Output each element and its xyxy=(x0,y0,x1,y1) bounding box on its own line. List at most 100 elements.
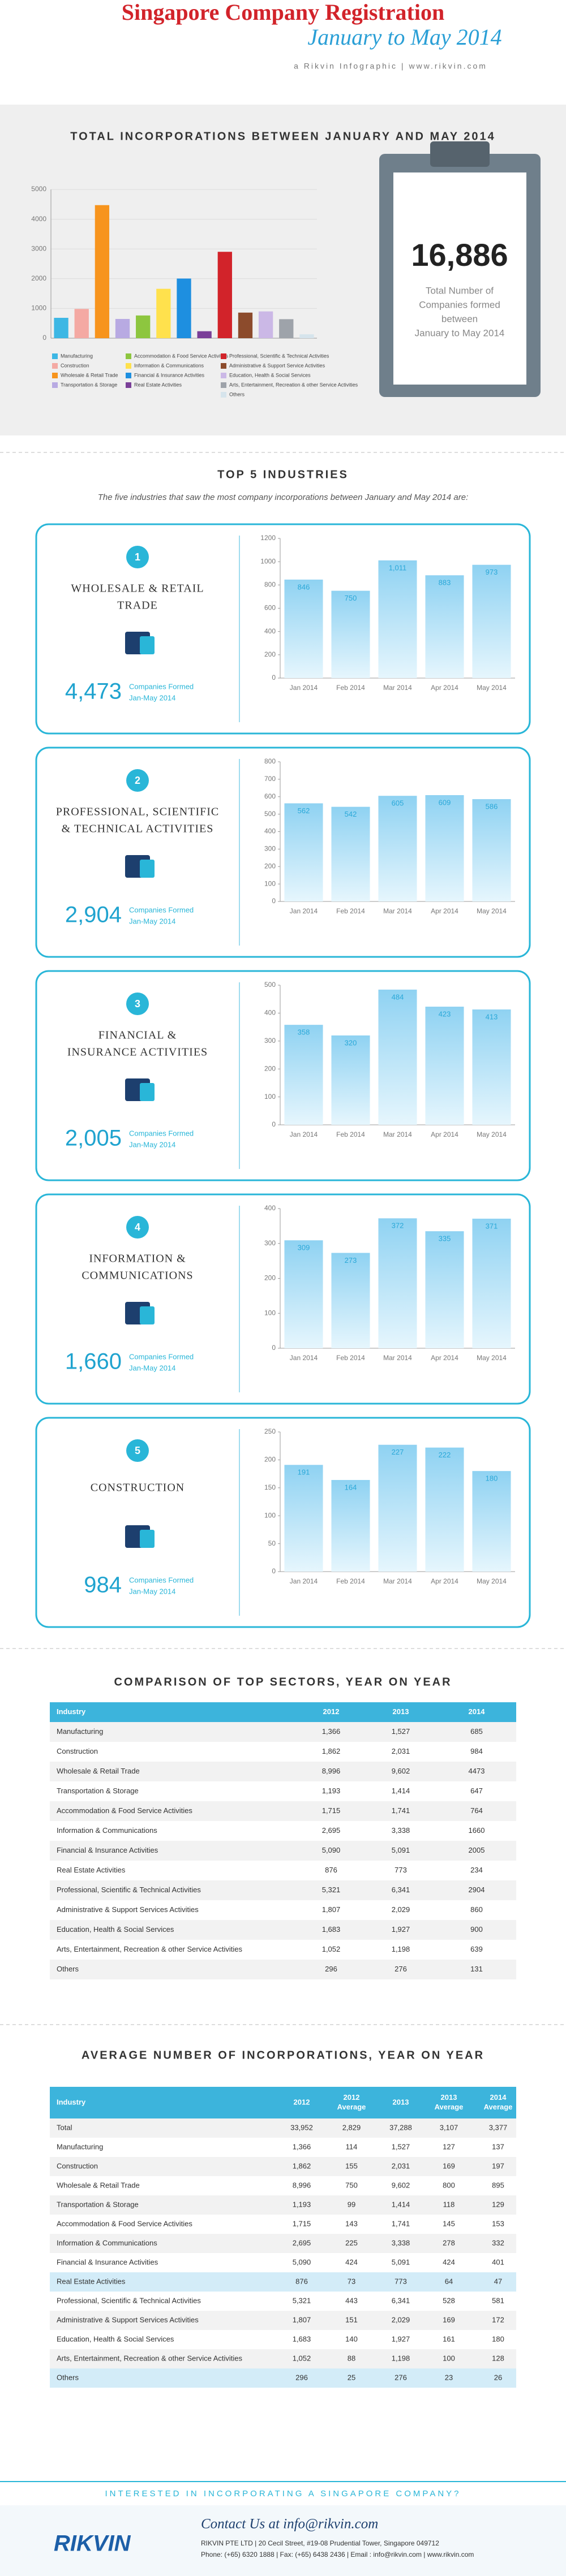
bar xyxy=(284,1465,323,1572)
legend-swatch xyxy=(52,363,58,369)
y-tick-label: 50 xyxy=(268,1539,276,1547)
table-cell: Others xyxy=(57,1965,79,1973)
industry-name: TRADE xyxy=(117,599,158,612)
y-tick-label: 100 xyxy=(264,1093,276,1101)
column-header: 2014 xyxy=(469,1707,486,1716)
table-cell: Manufacturing xyxy=(57,1727,103,1736)
y-tick-label: 200 xyxy=(264,1456,276,1464)
page-subtitle: January to May 2014 xyxy=(307,24,501,50)
total-caption: Jan-May 2014 xyxy=(129,917,175,925)
table-cell: Total xyxy=(57,2123,72,2131)
value-label: 562 xyxy=(298,806,310,815)
x-tick-label: May 2014 xyxy=(477,1354,507,1362)
x-tick-label: Jan 2014 xyxy=(290,684,318,692)
table-cell: 197 xyxy=(492,2161,504,2170)
table-cell: 153 xyxy=(492,2219,504,2228)
industry-name: INSURANCE ACTIVITIES xyxy=(67,1046,208,1059)
legend-swatch xyxy=(52,373,58,378)
y-tick-label: 1000 xyxy=(260,557,276,565)
table-cell: 137 xyxy=(492,2142,504,2151)
column-header: Average xyxy=(435,2103,464,2111)
bar xyxy=(156,288,171,338)
bar xyxy=(54,317,68,338)
column-header: 2012 xyxy=(344,2093,360,2102)
page-title: Singapore Company Registration xyxy=(122,0,444,25)
table-cell: 424 xyxy=(443,2258,455,2266)
table-row xyxy=(50,2118,516,2138)
total-caption: Jan-May 2014 xyxy=(129,693,175,702)
industry-total: 2,005 xyxy=(65,1126,122,1151)
x-tick-label: Apr 2014 xyxy=(431,684,458,692)
value-label: 1,011 xyxy=(389,563,407,572)
column-header: 2013 xyxy=(441,2093,457,2102)
value-label: 846 xyxy=(298,582,310,591)
table-cell: 114 xyxy=(346,2142,358,2151)
table-cell: 276 xyxy=(395,1965,407,1973)
table-cell: 5,090 xyxy=(322,1846,341,1854)
industry-name: WHOLESALE & RETAIL xyxy=(71,582,204,595)
table-cell: 1,807 xyxy=(322,1905,341,1914)
table-row xyxy=(50,2292,516,2311)
y-tick-label: 100 xyxy=(264,1511,276,1519)
table-cell: Transportation & Storage xyxy=(57,1787,139,1795)
summary-text: between xyxy=(441,313,478,324)
y-tick-label: 200 xyxy=(264,1064,276,1072)
bar xyxy=(331,806,370,901)
bar xyxy=(472,1218,511,1348)
bar xyxy=(217,252,232,338)
bar xyxy=(284,803,323,901)
table-cell: 5,091 xyxy=(392,2258,410,2266)
table-cell: 4473 xyxy=(469,1767,485,1775)
y-tick-label: 0 xyxy=(272,1567,276,1575)
legend-label: Wholesale & Retail Trade xyxy=(61,372,118,378)
table-row xyxy=(50,2253,516,2272)
y-tick-label: 400 xyxy=(264,627,276,635)
table-cell: 180 xyxy=(492,2335,504,2343)
total-caption: Companies Formed xyxy=(129,1129,194,1137)
table-cell: 773 xyxy=(395,2277,407,2285)
value-label: 605 xyxy=(392,799,404,808)
table-cell: 401 xyxy=(492,2258,504,2266)
table-cell: 2,695 xyxy=(322,1826,341,1835)
table-cell: 1,741 xyxy=(392,2219,410,2228)
table-cell: 276 xyxy=(395,2373,407,2381)
column-header: Average xyxy=(337,2103,366,2111)
table-row xyxy=(50,2234,516,2253)
industry-icon xyxy=(125,1302,155,1324)
logo: RIKVIN xyxy=(54,2531,131,2556)
legend-swatch xyxy=(126,353,131,359)
bar xyxy=(378,1218,417,1348)
legend-label: Professional, Scientific & Technical Act… xyxy=(229,353,329,359)
x-tick-label: Mar 2014 xyxy=(383,1130,412,1138)
bar xyxy=(425,1007,464,1125)
value-label: 273 xyxy=(345,1256,357,1265)
bar xyxy=(136,315,151,338)
x-tick-label: Feb 2014 xyxy=(336,1577,365,1585)
table-cell: 647 xyxy=(470,1787,483,1795)
legend-swatch xyxy=(221,373,226,378)
legend-label: Construction xyxy=(61,363,89,368)
legend-label: Information & Communications xyxy=(134,363,204,368)
value-label: 180 xyxy=(486,1474,498,1483)
y-tick-label: 0 xyxy=(272,897,276,905)
table-cell: 1,193 xyxy=(322,1787,341,1795)
industry-name: CONSTRUCTION xyxy=(91,1482,185,1494)
legend-label: Education, Health & Social Services xyxy=(229,372,311,378)
x-tick-label: Jan 2014 xyxy=(290,1577,318,1585)
table-row xyxy=(50,1781,516,1801)
table-row xyxy=(50,1722,516,1742)
value-label: 309 xyxy=(298,1244,310,1252)
bar xyxy=(177,278,191,338)
y-tick-label: 300 xyxy=(264,845,276,853)
table-row xyxy=(50,1900,516,1920)
table-cell: 1,198 xyxy=(392,2354,410,2362)
legend-swatch xyxy=(221,363,226,369)
table-cell: Administrative & Support Services Activi… xyxy=(57,1905,199,1914)
table-cell: 8,996 xyxy=(293,2181,311,2189)
table-cell: 876 xyxy=(295,2277,308,2285)
table-cell: 6,341 xyxy=(392,2296,410,2305)
table-row xyxy=(50,2311,516,2330)
table-header xyxy=(50,1702,516,1722)
table-cell: 155 xyxy=(345,2161,358,2170)
